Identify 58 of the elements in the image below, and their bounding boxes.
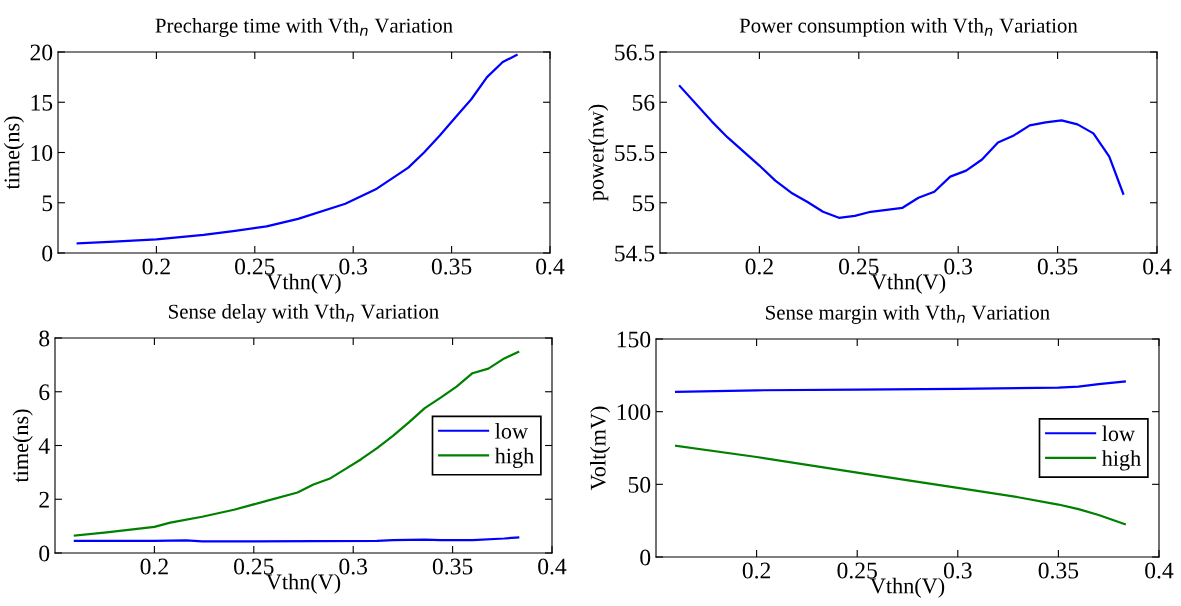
y-tick-label: 56	[632, 94, 655, 111]
y-tick-label: 54.5	[615, 245, 655, 262]
y-axis-title: power(nw)	[588, 104, 609, 201]
legend-label: high	[1101, 450, 1141, 471]
y-tick-label: 50	[628, 476, 651, 493]
y-tick-label: 8	[39, 330, 50, 347]
x-tick-label: 0.3	[339, 558, 368, 575]
x-tick-label: 0.4	[538, 558, 567, 575]
chart-title: Power consumption with Vth$_{n}$ Variation	[739, 17, 1078, 37]
legend-label: low	[1102, 425, 1135, 442]
x-axis-title: Vthn(V)	[266, 273, 341, 294]
x-tick-label: 0.2	[142, 258, 170, 275]
chart-title: Sense delay with Vth$_{n}$ Variation	[169, 303, 439, 323]
y-tick-label: 4	[38, 438, 50, 454]
x-tick-label: 0.25	[839, 258, 879, 275]
legend-label: low	[495, 423, 528, 439]
y-tick-label: 20	[30, 44, 53, 61]
x-tick-label: 0.2	[745, 258, 773, 275]
x-axis-title: Vthn(V)	[870, 577, 945, 598]
x-tick-label: 0.25	[837, 562, 877, 579]
y-tick-label: 6	[39, 384, 50, 401]
line-series	[76, 53, 518, 245]
y-axis-title: time(ns)	[3, 116, 24, 190]
y-axis-title: time(ns)	[12, 409, 33, 483]
y-tick-label: 150	[617, 331, 651, 348]
x-tick-label: 0.35	[1037, 258, 1078, 275]
y-axis-title: Volt(mV)	[590, 406, 611, 491]
x-tick-label: 0.4	[1145, 562, 1174, 579]
y-tick-label: 100	[617, 404, 651, 421]
line-series	[675, 380, 1126, 394]
x-tick-label: 0.35	[431, 258, 472, 275]
y-tick-label: 55.5	[615, 145, 655, 162]
y-tick-label: 10	[31, 144, 53, 161]
x-tick-label: 0.35	[432, 558, 473, 575]
line-series	[678, 85, 1125, 219]
x-tick-label: 0.35	[1038, 562, 1079, 579]
x-tick-label: 0.3	[943, 562, 972, 579]
chart-title: Precharge time with Vth$_{n}$ Variation	[155, 17, 453, 37]
y-tick-label: 0	[42, 245, 53, 262]
y-tick-label: 15	[31, 94, 53, 111]
x-tick-label: 0.3	[944, 258, 973, 275]
x-tick-label: 0.25	[235, 258, 275, 275]
y-tick-label: 0	[39, 545, 50, 562]
y-tick-label: 0	[640, 549, 651, 566]
legend-label: high	[494, 447, 534, 469]
x-tick-label: 0.4	[536, 258, 565, 275]
x-tick-label: 0.4	[1143, 258, 1172, 275]
y-tick-label: 55	[632, 195, 655, 212]
x-tick-label: 0.3	[339, 258, 368, 275]
x-axis-title: Vthn(V)	[266, 573, 341, 594]
chart-title: Sense margin with Vth$_{n}$ Variation	[766, 304, 1050, 324]
x-tick-label: 0.2	[140, 558, 168, 575]
y-tick-label: 56.5	[615, 44, 655, 61]
x-axis-title: Vthn(V)	[871, 273, 946, 294]
y-tick-label: 5	[42, 195, 53, 212]
x-tick-label: 0.2	[742, 562, 771, 579]
y-tick-label: 2	[39, 491, 49, 508]
x-tick-label: 0.25	[234, 558, 274, 575]
